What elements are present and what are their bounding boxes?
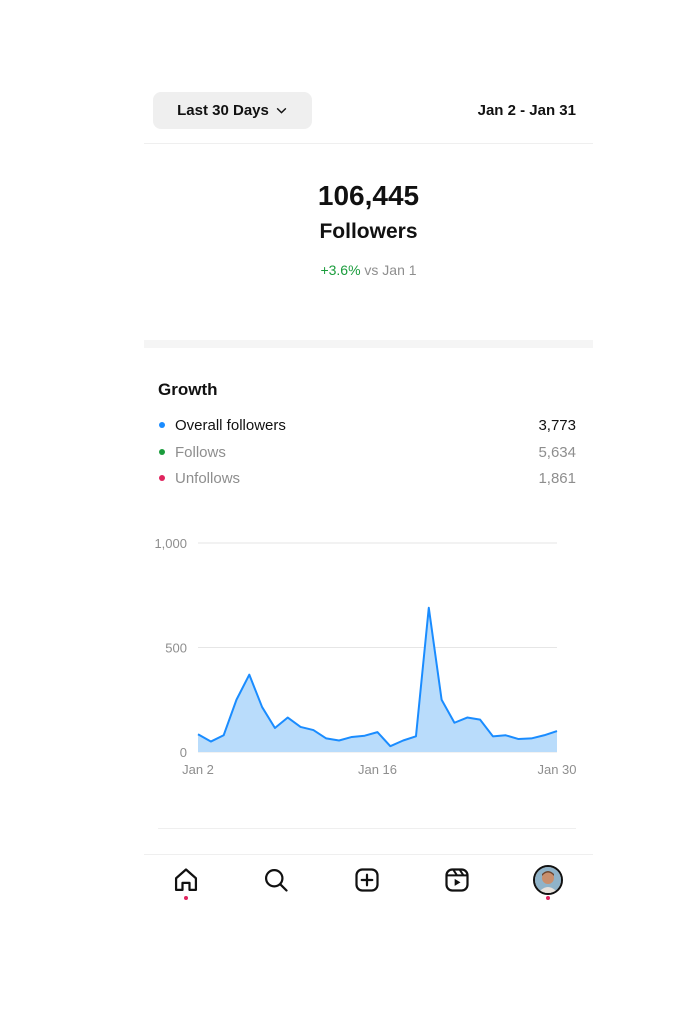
growth-title: Growth (158, 380, 218, 399)
avatar (533, 865, 563, 895)
insights-screen: Last 30 Days Jan 2 - Jan 31 106,445 Foll… (144, 76, 593, 904)
legend-label: Follows (175, 443, 226, 461)
y-tick-label: 0 (180, 745, 187, 760)
profile-photo-icon (535, 867, 561, 893)
legend-label: Overall followers (175, 416, 286, 434)
tab-create[interactable] (352, 865, 382, 895)
legend-label: Unfollows (175, 469, 241, 487)
date-range-text: Jan 2 - Jan 31 (477, 102, 576, 119)
y-tick-label: 500 (165, 641, 187, 656)
x-tick-label: Jan 30 (537, 762, 576, 777)
legend-value: 3,773 (538, 416, 576, 434)
home-icon (174, 868, 198, 892)
date-range-dropdown[interactable]: Last 30 Days (153, 92, 312, 129)
x-tick-label: Jan 16 (358, 762, 397, 777)
followers-label: Followers (319, 220, 418, 243)
x-tick-label: Jan 2 (182, 762, 214, 777)
top-bar: Last 30 Days Jan 2 - Jan 31 (144, 76, 593, 144)
series-line (197, 606, 558, 748)
section-divider (144, 340, 593, 348)
y-tick-label: 1,000 (154, 536, 187, 551)
growth-chart[interactable]: 1,000 500 0 Jan 2 Jan 16 Jan 30 (144, 530, 593, 790)
create-icon (355, 868, 379, 892)
chevron-down-icon (276, 107, 287, 114)
legend-row-overall-followers: Overall followers 3,773 (158, 415, 576, 435)
legend-dot (159, 449, 165, 455)
tab-reels[interactable] (442, 865, 472, 895)
tab-search[interactable] (261, 865, 291, 895)
notification-dot (546, 896, 550, 900)
tab-home[interactable] (171, 865, 201, 900)
change-comparison: vs Jan 1 (364, 262, 417, 278)
reels-icon (445, 868, 469, 892)
legend-dot (159, 422, 165, 428)
followers-summary: 106,445 Followers +3.6% vs Jan 1 (144, 144, 593, 340)
followers-count: 106,445 (317, 180, 420, 211)
notification-dot (184, 896, 188, 900)
section-divider (158, 828, 576, 829)
legend-value: 5,634 (538, 443, 576, 461)
change-percent: +3.6% (320, 262, 361, 278)
bottom-tab-bar (144, 854, 593, 904)
followers-change: +3.6% vs Jan 1 (144, 262, 593, 278)
legend-dot (159, 475, 165, 481)
area-fill (198, 607, 557, 752)
legend-row-unfollows: Unfollows 1,861 (158, 468, 576, 488)
legend-value: 1,861 (538, 469, 576, 487)
search-icon (264, 868, 288, 892)
legend-row-follows: Follows 5,634 (158, 442, 576, 462)
tab-profile[interactable] (533, 865, 563, 900)
date-range-dropdown-label: Last 30 Days (177, 102, 269, 119)
